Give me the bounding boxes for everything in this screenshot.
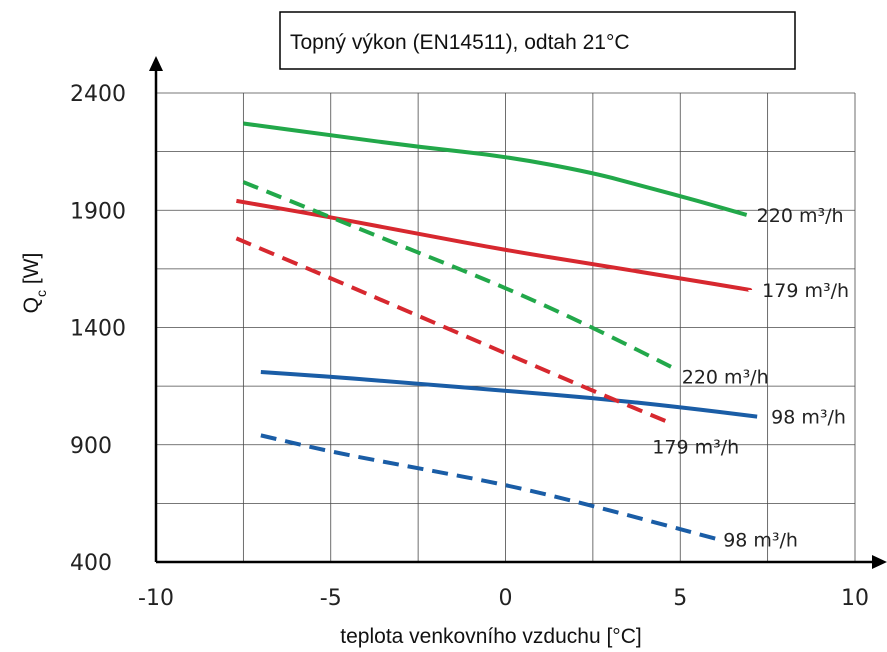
- x-tick-label: 10: [841, 586, 869, 611]
- solid-series-line: [236, 198, 751, 292]
- y-tick-label: 400: [70, 551, 112, 576]
- series-label: 98 m³/h: [723, 530, 798, 552]
- y-axis-title-sub: c: [33, 290, 49, 297]
- grid: [155, 92, 856, 563]
- dashed-series-line: [242, 180, 678, 372]
- chart-title: Topný výkon (EN14511), odtah 21°C: [290, 31, 630, 54]
- tick-labels: -10 -5 0 5 10 400 900 1400 1900 2400: [70, 82, 869, 611]
- dashed-series-line: [260, 433, 716, 541]
- x-axis-arrow-icon: [872, 555, 887, 569]
- series-layer: [235, 121, 758, 541]
- series-label: 179 m³/h: [652, 436, 739, 458]
- y-tick-label: 1400: [70, 317, 126, 342]
- solid-series-line: [260, 370, 758, 419]
- y-axis-title-main: Q: [20, 297, 43, 313]
- y-axis-title: Qc [W]: [20, 253, 49, 314]
- y-tick-label: 900: [70, 434, 112, 459]
- x-tick-label: -10: [138, 586, 174, 611]
- axes: [149, 56, 887, 569]
- y-tick-label: 2400: [70, 82, 126, 107]
- dashed-series-line: [235, 236, 668, 424]
- y-axis-title-unit: [W]: [20, 253, 43, 290]
- x-tick-label: -5: [320, 586, 342, 611]
- title-box: Topný výkon (EN14511), odtah 21°C: [279, 11, 796, 70]
- series-label: 220 m³/h: [757, 205, 844, 227]
- x-axis-title: teplota venkovního vzduchu [°C]: [340, 625, 641, 648]
- series-label: 98 m³/h: [771, 407, 846, 429]
- x-tick-label: 5: [673, 586, 687, 611]
- title-frame: [279, 11, 796, 70]
- x-tick-label: 0: [499, 586, 513, 611]
- series-label: 179 m³/h: [762, 280, 849, 302]
- series-label: 220 m³/h: [682, 367, 769, 389]
- y-axis-arrow-icon: [149, 56, 163, 71]
- y-tick-label: 1900: [70, 199, 126, 224]
- solid-series-line: [243, 121, 748, 217]
